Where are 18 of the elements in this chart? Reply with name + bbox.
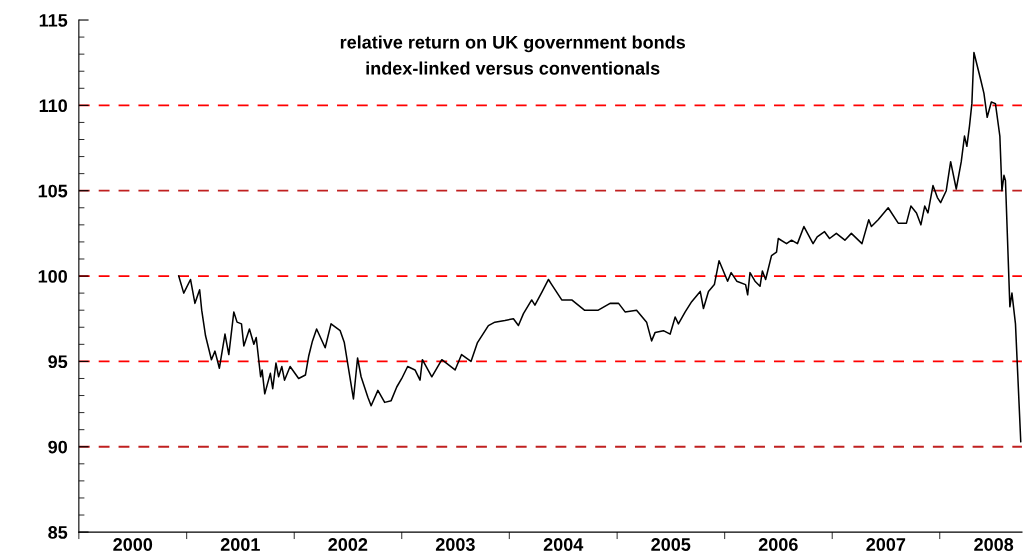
x-tick-label: 2001 <box>220 538 260 551</box>
y-tick-label: 115 <box>39 14 68 27</box>
y-tick-label: 95 <box>48 355 68 369</box>
x-tick-label: 2000 <box>113 538 153 551</box>
y-tick-label: 85 <box>48 526 68 539</box>
y-tick-label: 105 <box>38 184 68 198</box>
x-tick-label: 2003 <box>435 538 475 551</box>
x-tick-label: 2008 <box>974 538 1014 551</box>
x-tick-label: 2007 <box>866 538 906 551</box>
x-tick-label: 2006 <box>758 538 798 551</box>
y-tick-label: 100 <box>38 269 67 283</box>
x-tick-label: 2002 <box>328 538 368 551</box>
y-tick-label: 90 <box>48 440 67 454</box>
x-tick-label: 2004 <box>543 538 584 551</box>
line-series <box>177 51 1022 443</box>
x-tick-label: 2005 <box>651 538 691 551</box>
text: relative return on UK government bonds index-linked versus conventionals <box>340 35 685 75</box>
y-tick-label: 110 <box>39 99 67 113</box>
